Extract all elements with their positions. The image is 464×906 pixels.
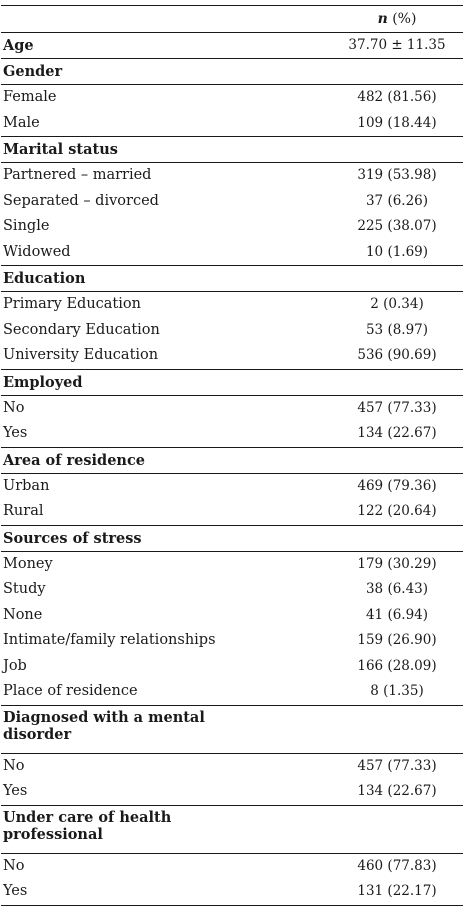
row-label: Widowed <box>3 243 71 260</box>
section-label: Marital status <box>1 136 463 163</box>
table-row: Intimate/family relationships 159 (26.90… <box>1 628 463 654</box>
table-row: Job 166 (28.09) <box>1 654 463 680</box>
section-label: Under care of health professional <box>1 804 463 854</box>
table-row: None 41 (6.94) <box>1 603 463 629</box>
cell-value: 134 (22.67) <box>357 783 437 800</box>
row-label: Study <box>3 581 46 598</box>
section-marital-status: Marital status <box>1 136 463 163</box>
cell-value: 469 (79.36) <box>357 477 437 494</box>
section-under-care-health-professional: Under care of health professional <box>1 804 463 854</box>
section-area-of-residence: Area of residence <box>1 446 463 474</box>
cell-value: 482 (81.56) <box>357 89 437 106</box>
header-empty-cell <box>1 5 301 33</box>
row-label: Primary Education <box>3 296 141 313</box>
table-row: Place of residence 8 (1.35) <box>1 679 463 705</box>
cell-value: 37 (6.26) <box>365 192 429 209</box>
cell-value: 536 (90.69) <box>357 347 437 364</box>
table-row: Single 225 (38.07) <box>1 214 463 240</box>
table-row: University Education 536 (90.69) <box>1 343 463 369</box>
cell-value: 53 (8.97) <box>365 321 429 338</box>
row-label: Yes <box>3 783 28 800</box>
section-age: Age 37.70 ± 11.35 <box>1 32 463 59</box>
row-label: Rural <box>3 503 44 520</box>
cell-value: 460 (77.83) <box>357 857 437 874</box>
row-label: Yes <box>1 879 301 906</box>
section-label: Gender <box>1 58 463 85</box>
cell-value: 319 (53.98) <box>357 167 437 184</box>
section-label: Education <box>1 265 463 292</box>
table-row: Partnered – married 319 (53.98) <box>1 163 463 189</box>
cell-value: 38 (6.43) <box>365 581 429 598</box>
row-label: Separated – divorced <box>3 192 159 209</box>
table-row: Yes 131 (22.17) <box>1 879 463 906</box>
row-label: Yes <box>3 425 28 442</box>
table-row: Primary Education 2 (0.34) <box>1 292 463 318</box>
row-label: Place of residence <box>3 683 138 700</box>
cell-value: 179 (30.29) <box>357 555 437 572</box>
section-label: Diagnosed with a mental disorder <box>1 704 463 754</box>
row-label: No <box>3 757 25 774</box>
header-n-percent: n (%) <box>301 5 463 33</box>
table-row: Money 179 (30.29) <box>1 551 463 577</box>
table-row: Urban 469 (79.36) <box>1 473 463 499</box>
section-sources-of-stress: Sources of stress <box>1 524 463 552</box>
cell-value: 457 (77.33) <box>357 757 437 774</box>
cell-value: 122 (20.64) <box>357 503 437 520</box>
cell-value: 8 (1.35) <box>370 683 424 700</box>
table-row: No 457 (77.33) <box>1 395 463 421</box>
section-employed: Employed <box>1 368 463 396</box>
table-row: Rural 122 (20.64) <box>1 499 463 525</box>
row-label: No <box>3 857 25 874</box>
row-label: Single <box>3 218 50 235</box>
row-label: Female <box>3 89 57 106</box>
row-label: Secondary Education <box>3 321 160 338</box>
cell-value: 166 (28.09) <box>357 657 437 674</box>
table-header-row: n (%) <box>1 5 463 33</box>
cell-value: 457 (77.33) <box>357 399 437 416</box>
row-label: Male <box>3 114 40 131</box>
cell-value: 225 (38.07) <box>357 218 437 235</box>
table-row: Study 38 (6.43) <box>1 577 463 603</box>
row-label: Money <box>3 555 53 572</box>
section-label: Sources of stress <box>1 524 463 552</box>
cell-value: 134 (22.67) <box>357 425 437 442</box>
demographics-table: n (%) Age 37.70 ± 11.35 Gender Female 48… <box>1 5 463 906</box>
table-row: Secondary Education 53 (8.97) <box>1 318 463 344</box>
cell-value: 131 (22.17) <box>301 879 463 906</box>
section-label: Age <box>1 32 301 59</box>
section-label: Employed <box>1 368 463 396</box>
section-gender: Gender <box>1 58 463 85</box>
table-row: Yes 134 (22.67) <box>1 421 463 447</box>
row-label: No <box>3 399 25 416</box>
row-label: Intimate/family relationships <box>3 632 216 649</box>
row-label: None <box>3 606 43 623</box>
table-row: Separated – divorced 37 (6.26) <box>1 189 463 215</box>
section-label: Area of residence <box>1 446 463 474</box>
cell-value: 109 (18.44) <box>357 114 437 131</box>
cell-value: 10 (1.69) <box>365 243 429 260</box>
table-row: No 457 (77.33) <box>1 753 463 779</box>
table-row: Female 482 (81.56) <box>1 85 463 111</box>
cell-value: 37.70 ± 11.35 <box>301 32 463 59</box>
table-row: Male 109 (18.44) <box>1 111 463 137</box>
row-label: Urban <box>3 477 50 494</box>
cell-value: 41 (6.94) <box>365 606 429 623</box>
row-label: University Education <box>3 347 159 364</box>
table-row: Yes 134 (22.67) <box>1 779 463 805</box>
section-diagnosed-mental-disorder: Diagnosed with a mental disorder <box>1 704 463 754</box>
table-row: No 460 (77.83) <box>1 853 463 879</box>
table-row: Widowed 10 (1.69) <box>1 240 463 266</box>
cell-value: 2 (0.34) <box>370 296 424 313</box>
row-label: Partnered – married <box>3 167 152 184</box>
section-education: Education <box>1 265 463 292</box>
row-label: Job <box>3 657 27 674</box>
cell-value: 159 (26.90) <box>357 632 437 649</box>
